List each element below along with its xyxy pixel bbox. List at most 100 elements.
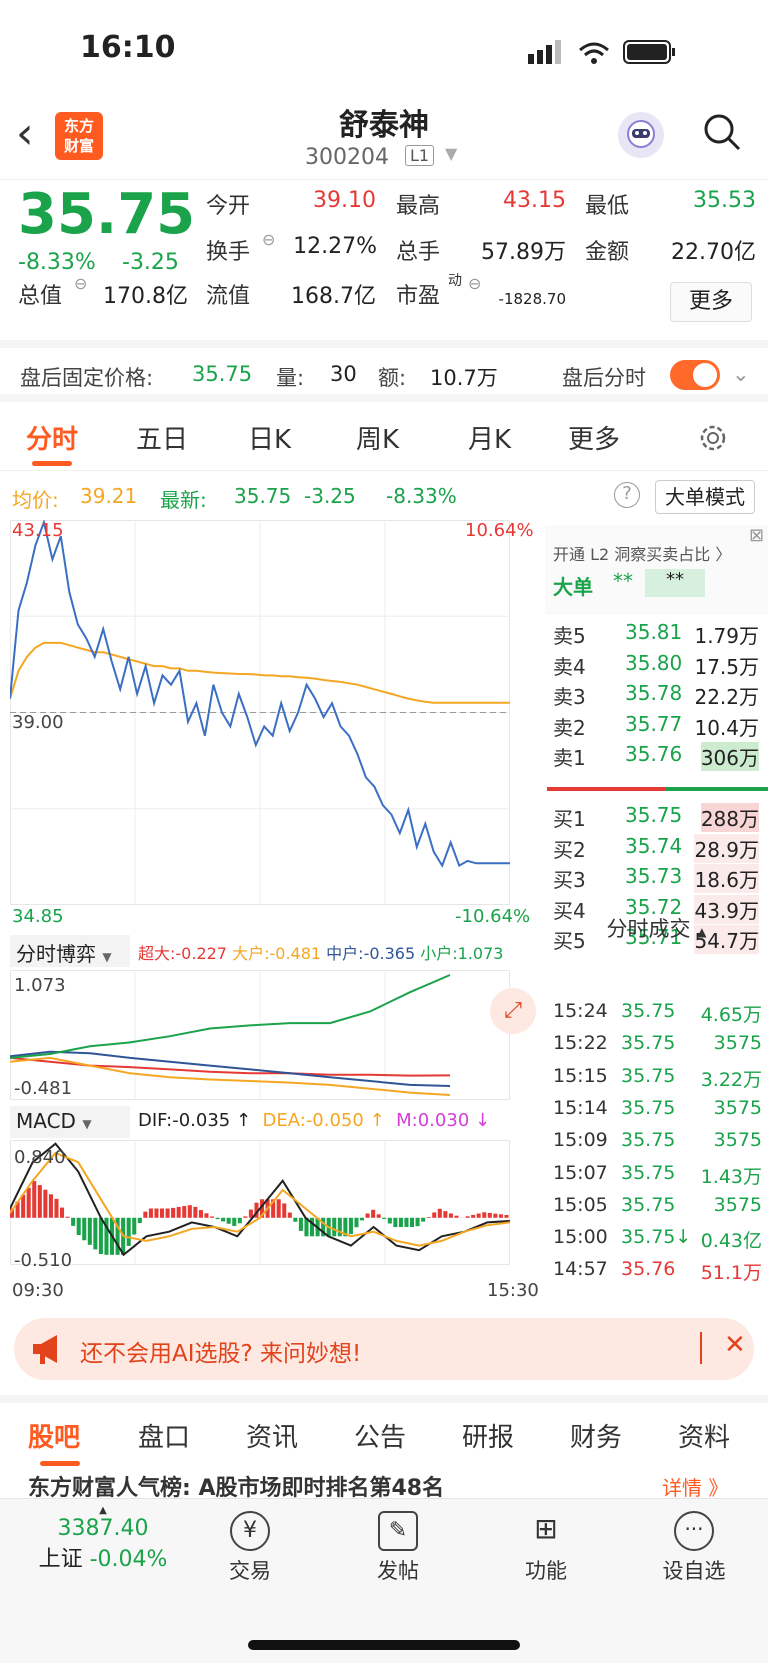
y-bottom-label: 34.85 — [12, 906, 64, 927]
expand-icon[interactable]: ⤢ — [490, 988, 536, 1034]
x-start-label: 09:30 — [12, 1280, 64, 1301]
trades-header[interactable]: 分时成交 ▲ — [606, 917, 707, 941]
bid-ratio-bar — [665, 787, 768, 791]
info-icon[interactable]: ⊖ — [468, 274, 482, 293]
flow-chart[interactable] — [10, 970, 540, 1140]
macd-bar — [254, 1202, 259, 1218]
flow-selector[interactable]: 分时博弈 ▼ — [10, 935, 130, 967]
macd-bar — [143, 1211, 148, 1218]
tab-profile[interactable]: 资料 — [678, 1423, 731, 1453]
grid-icon: ⊞ — [534, 1512, 558, 1545]
tab-news[interactable]: 资讯 — [246, 1423, 299, 1453]
macd-bar — [54, 1198, 59, 1218]
close-icon[interactable]: ✕ — [724, 1330, 746, 1360]
pe-value: -1828.70 — [498, 290, 566, 308]
ai-promo-banner[interactable]: 还不会用AI选股? 来问妙想! ✕ — [14, 1318, 754, 1380]
nav-post[interactable]: ✎ 发帖 — [348, 1511, 448, 1585]
amount-value: 22.70亿 — [671, 240, 756, 265]
bid-price: 35.72 — [625, 894, 683, 919]
back-button[interactable]: ‹ — [16, 108, 34, 159]
ai-assistant-icon[interactable] — [618, 112, 664, 158]
nav-functions[interactable]: ⊞ 功能 — [496, 1511, 596, 1585]
info-icon[interactable]: ⊖ — [74, 274, 88, 293]
tab-month-k[interactable]: 月K — [468, 425, 512, 455]
bid-row[interactable]: 买5 35.71 54.7万 — [545, 925, 765, 955]
tab-finance[interactable]: 财务 — [570, 1423, 623, 1453]
pct-bottom-label: -10.64% — [455, 906, 531, 927]
macd-bar — [193, 1206, 198, 1218]
ticker-more-link[interactable]: 详情 》 — [662, 1476, 729, 1500]
gear-icon[interactable] — [696, 421, 730, 455]
flow-series-line-1 — [10, 1056, 451, 1096]
bid-volume: 288万 — [700, 803, 759, 832]
tab-pankou[interactable]: 盘口 — [138, 1423, 191, 1453]
search-icon[interactable] — [702, 112, 742, 152]
legend-mid: 中户 — [326, 944, 359, 963]
macd-bar — [410, 1217, 415, 1228]
trade-price: 35.76 — [621, 1258, 676, 1281]
chevron-down-icon[interactable]: ▼ — [445, 144, 458, 163]
close-icon[interactable]: ⊠ — [749, 525, 765, 546]
ask-row[interactable]: 卖3 35.78 22.2万 — [545, 681, 765, 711]
tab-week-k[interactable]: 周K — [356, 425, 400, 455]
help-icon[interactable]: ? — [614, 482, 640, 508]
latest-chg: -3.25 — [304, 484, 356, 508]
banner-divider — [700, 1332, 702, 1364]
tab-five-day[interactable]: 五日 — [136, 425, 189, 455]
macd-legend: DIF:-0.035 ↑ DEA:-0.050 ↑ M:0.030 ↓ — [138, 1110, 490, 1131]
nav-trade[interactable]: ¥ 交易 — [200, 1511, 300, 1585]
l2-promo[interactable]: 开通 L2 洞察买卖占比 〉 大单 ** ** ⊠ — [545, 525, 768, 615]
change-amount: -3.25 — [122, 250, 179, 275]
macd-bar — [415, 1217, 420, 1227]
macd-bar — [76, 1217, 81, 1236]
trade-time: 15:15 — [553, 1064, 608, 1087]
yen-icon: ¥ — [230, 1511, 270, 1551]
level-badge[interactable]: L1 — [405, 145, 435, 166]
index-quote[interactable]: ▲ 3387.40 上证 -0.04% — [18, 1505, 188, 1573]
dif-value: -0.035 — [172, 1110, 231, 1131]
tab-research[interactable]: 研报 — [462, 1423, 515, 1453]
macd-bar — [26, 1187, 31, 1218]
macd-title: MACD — [16, 1109, 76, 1133]
bid-level: 买2 — [553, 837, 586, 862]
after-hours-toggle[interactable] — [670, 360, 720, 390]
bid-row[interactable]: 买4 35.72 43.9万 — [545, 894, 765, 925]
trade-time: 15:24 — [553, 1000, 608, 1022]
macd-chart[interactable] — [10, 1140, 540, 1275]
stock-name: 舒泰神 — [339, 108, 429, 143]
bid-row[interactable]: 买1 35.75 288万 — [545, 803, 765, 833]
ask-row[interactable]: 卖4 35.80 17.5万 — [545, 651, 765, 681]
macd-bar — [360, 1217, 365, 1221]
tab-guba[interactable]: 股吧 — [28, 1423, 81, 1453]
ask-row[interactable]: 卖2 35.77 10.4万 — [545, 712, 765, 742]
nav-functions-label: 功能 — [525, 1559, 567, 1583]
trade-volume: 0.43亿 — [700, 1230, 762, 1253]
popularity-ticker[interactable]: 东方财富人气榜: A股市场即时排名第48名 — [28, 1470, 768, 1498]
legend-small-value: 1.073 — [457, 944, 504, 963]
tab-day-k[interactable]: 日K — [248, 425, 292, 455]
clock: 16:10 — [80, 30, 176, 65]
macd-selector[interactable]: MACD ▼ — [10, 1106, 130, 1138]
bid-price: 35.71 — [625, 925, 683, 949]
banner-text: 还不会用AI选股? 来问妙想! — [80, 1341, 362, 1367]
nav-watchlist[interactable]: ··· 设自选 — [644, 1511, 744, 1585]
tab-intraday[interactable]: 分时 — [26, 425, 79, 455]
l2-promo-text: 开通 L2 洞察买卖占比 〉 — [553, 545, 732, 564]
bid-row[interactable]: 买3 35.73 18.6万 — [545, 864, 765, 894]
info-icon[interactable]: ⊖ — [262, 230, 276, 249]
ask-row[interactable]: 卖1 35.76 306万 — [545, 742, 765, 772]
edit-icon: ✎ — [378, 1511, 418, 1551]
trade-price: 35.75 — [621, 1161, 676, 1184]
bid-row[interactable]: 买2 35.74 28.9万 — [545, 833, 765, 864]
macd-bar — [376, 1214, 381, 1218]
more-button[interactable]: 更多 — [670, 282, 752, 322]
big-order-mode-button[interactable]: 大单模式 — [655, 480, 755, 514]
intraday-chart[interactable] — [10, 520, 540, 930]
bid-level: 买1 — [553, 807, 586, 831]
tab-more[interactable]: 更多 — [568, 425, 621, 455]
ask-row[interactable]: 卖5 35.81 1.79万 — [545, 620, 765, 650]
tab-announcements[interactable]: 公告 — [354, 1423, 407, 1453]
chevron-down-icon[interactable]: ⌄ — [732, 362, 750, 386]
y-mid-label: 39.00 — [12, 712, 64, 733]
macd-bar — [115, 1217, 120, 1255]
